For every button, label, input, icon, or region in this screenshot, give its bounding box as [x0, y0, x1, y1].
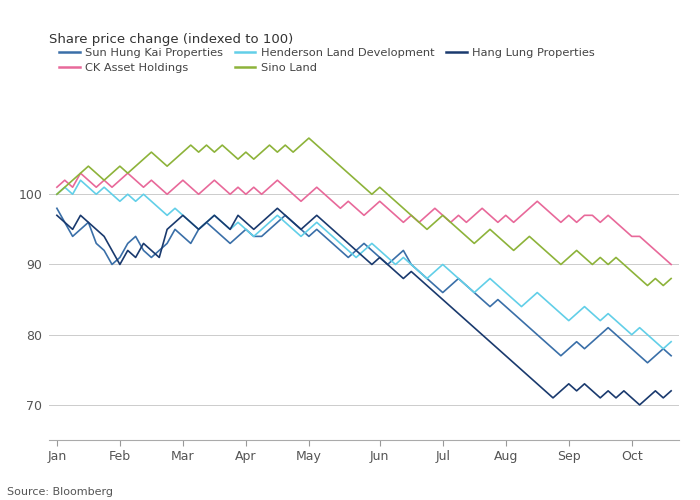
Text: Source: Bloomberg: Source: Bloomberg — [7, 487, 113, 497]
Text: Share price change (indexed to 100): Share price change (indexed to 100) — [49, 34, 293, 46]
Legend: Sun Hung Kai Properties, CK Asset Holdings, Henderson Land Development, Sino Lan: Sun Hung Kai Properties, CK Asset Holdin… — [55, 43, 599, 78]
